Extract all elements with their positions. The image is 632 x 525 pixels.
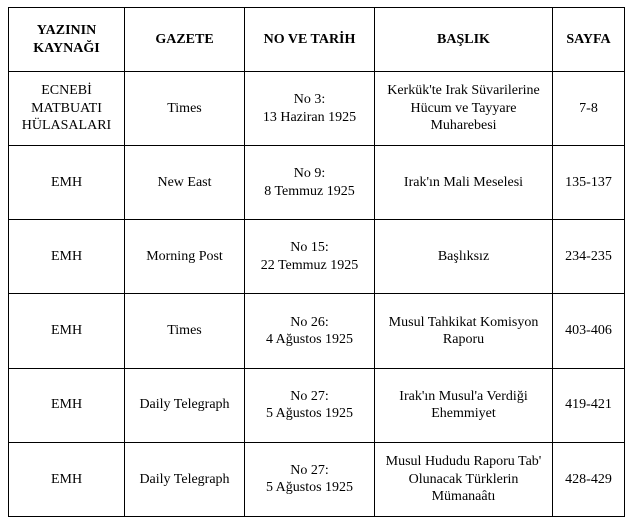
data-table: YAZININ KAYNAĞI GAZETE NO VE TARİH BAŞLI…	[8, 7, 625, 517]
cell-baslik: Başlıksız	[375, 220, 553, 294]
col-header-baslik: BAŞLIK	[375, 8, 553, 72]
cell-gazete: Morning Post	[125, 220, 245, 294]
cell-baslik: Musul Tahkikat Komisyon Raporu	[375, 294, 553, 368]
page-container: YAZININ KAYNAĞI GAZETE NO VE TARİH BAŞLI…	[0, 0, 632, 525]
cell-gazete: Times	[125, 294, 245, 368]
cell-sayfa: 135-137	[553, 146, 625, 220]
cell-baslik: Irak'ın Mali Meselesi	[375, 146, 553, 220]
table-row: EMH Daily Telegraph No 27: 5 Ağustos 192…	[9, 368, 625, 442]
no-line1: No 27:	[290, 463, 329, 478]
no-line1: No 15:	[290, 240, 329, 255]
cell-baslik: Kerkük'te Irak Süvarilerine Hücum ve Tay…	[375, 72, 553, 146]
cell-gazete: Times	[125, 72, 245, 146]
cell-no-tarih: No 9: 8 Temmuz 1925	[245, 146, 375, 220]
table-row: EMH Times No 26: 4 Ağustos 1925 Musul Ta…	[9, 294, 625, 368]
table-header-row: YAZININ KAYNAĞI GAZETE NO VE TARİH BAŞLI…	[9, 8, 625, 72]
cell-gazete: New East	[125, 146, 245, 220]
no-line2: 22 Temmuz 1925	[261, 258, 359, 273]
col-header-source: YAZININ KAYNAĞI	[9, 8, 125, 72]
no-line2: 5 Ağustos 1925	[266, 480, 353, 495]
cell-sayfa: 428-429	[553, 442, 625, 516]
table-row: EMH Daily Telegraph No 27: 5 Ağustos 192…	[9, 442, 625, 516]
cell-source: EMH	[9, 220, 125, 294]
cell-sayfa: 419-421	[553, 368, 625, 442]
table-row: EMH Morning Post No 15: 22 Temmuz 1925 B…	[9, 220, 625, 294]
cell-baslik: Irak'ın Musul'a Verdiği Ehemmiyet	[375, 368, 553, 442]
cell-source: EMH	[9, 146, 125, 220]
cell-sayfa: 234-235	[553, 220, 625, 294]
no-line2: 8 Temmuz 1925	[264, 184, 355, 199]
no-line2: 13 Haziran 1925	[263, 110, 356, 125]
cell-no-tarih: No 15: 22 Temmuz 1925	[245, 220, 375, 294]
no-line1: No 3:	[294, 92, 326, 107]
cell-source: EMH	[9, 294, 125, 368]
cell-no-tarih: No 26: 4 Ağustos 1925	[245, 294, 375, 368]
no-line2: 4 Ağustos 1925	[266, 332, 353, 347]
cell-gazete: Daily Telegraph	[125, 442, 245, 516]
no-line1: No 26:	[290, 315, 329, 330]
cell-source: ECNEBİ MATBUATI HÜLASALARI	[9, 72, 125, 146]
cell-no-tarih: No 27: 5 Ağustos 1925	[245, 442, 375, 516]
cell-sayfa: 403-406	[553, 294, 625, 368]
no-line1: No 27:	[290, 389, 329, 404]
no-line1: No 9:	[294, 166, 326, 181]
no-line2: 5 Ağustos 1925	[266, 406, 353, 421]
table-row: EMH New East No 9: 8 Temmuz 1925 Irak'ın…	[9, 146, 625, 220]
cell-no-tarih: No 3: 13 Haziran 1925	[245, 72, 375, 146]
col-header-sayfa: SAYFA	[553, 8, 625, 72]
cell-gazete: Daily Telegraph	[125, 368, 245, 442]
cell-no-tarih: No 27: 5 Ağustos 1925	[245, 368, 375, 442]
col-header-no-tarih: NO VE TARİH	[245, 8, 375, 72]
table-row: ECNEBİ MATBUATI HÜLASALARI Times No 3: 1…	[9, 72, 625, 146]
cell-sayfa: 7-8	[553, 72, 625, 146]
col-header-gazete: GAZETE	[125, 8, 245, 72]
cell-source: EMH	[9, 368, 125, 442]
cell-baslik: Musul Hududu Raporu Tab' Olunacak Türkle…	[375, 442, 553, 516]
cell-source: EMH	[9, 442, 125, 516]
